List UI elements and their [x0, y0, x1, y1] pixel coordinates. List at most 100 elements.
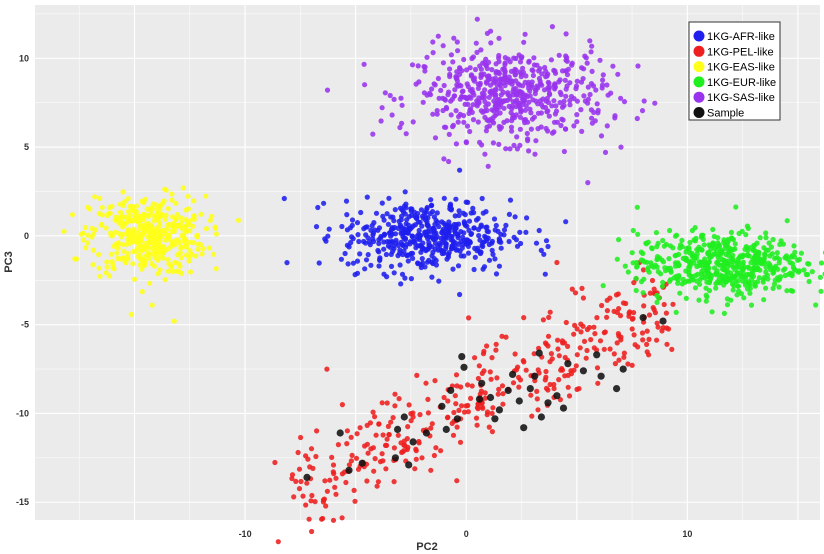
1kg-pel-like-point	[298, 434, 304, 441]
1kg-afr-like-point	[431, 236, 437, 242]
1kg-pel-like-point	[644, 328, 650, 334]
1kg-sas-like-point	[652, 100, 658, 106]
1kg-pel-like-point	[631, 332, 637, 338]
1kg-sas-like-point	[552, 82, 558, 88]
1kg-pel-like-point	[384, 400, 390, 406]
1kg-eas-like-point	[121, 248, 127, 254]
1kg-eur-like-point	[745, 252, 751, 259]
1kg-eas-like-point	[186, 258, 192, 264]
1kg-afr-like-point	[491, 216, 498, 222]
1kg-sas-like-point	[525, 79, 532, 85]
1kg-sas-like-point	[454, 39, 460, 45]
1kg-pel-like-point	[429, 421, 435, 427]
1kg-eur-like-point	[784, 288, 790, 294]
1kg-eur-like-point	[638, 249, 644, 255]
1kg-pel-like-point	[312, 499, 318, 505]
1kg-afr-like-point	[387, 229, 393, 235]
1kg-eas-like-point	[207, 217, 213, 224]
1kg-afr-like-point	[408, 276, 414, 282]
1kg-pel-like-point	[586, 324, 593, 331]
1kg-pel-like-point	[466, 315, 472, 321]
1kg-sas-like-point	[496, 70, 502, 77]
1kg-pel-like-point	[272, 459, 278, 466]
1kg-sas-like-point	[498, 76, 504, 82]
1kg-eas-like-point	[90, 247, 96, 253]
1kg-sas-like-point	[587, 38, 593, 44]
1kg-eur-like-point	[672, 233, 679, 239]
1kg-eur-like-point	[692, 238, 699, 244]
1kg-sas-like-point	[443, 124, 449, 130]
legend: 1KG-AFR-like 1KG-PEL-like 1KG-EAS-like 1KG-…	[688, 21, 781, 121]
1kg-eur-like-point	[676, 263, 682, 269]
1kg-afr-like-point	[406, 226, 412, 232]
1kg-pel-like-point	[374, 483, 380, 489]
1kg-afr-like-point	[363, 257, 370, 263]
1kg-pel-like-point	[479, 370, 485, 376]
1kg-pel-like-point	[488, 376, 494, 382]
1kg-eas-like-point	[178, 255, 184, 261]
1kg-eas-like-point	[83, 245, 89, 251]
1kg-sas-like-point	[527, 88, 533, 94]
1kg-eas-like-point	[186, 254, 192, 260]
1kg-pel-like-point	[661, 301, 667, 308]
1kg-eas-like-point	[203, 226, 210, 232]
1kg-afr-like-point	[342, 250, 348, 257]
1kg-eur-like-point	[715, 261, 721, 267]
1kg-afr-like-point	[426, 234, 432, 240]
1kg-afr-like-point	[545, 243, 551, 250]
1kg-pel-like-point	[324, 366, 330, 372]
1kg-sas-like-point	[593, 87, 599, 93]
1kg-afr-like-point	[461, 253, 467, 259]
1kg-eas-like-point	[138, 248, 144, 254]
1kg-pel-like-point	[500, 391, 506, 397]
1kg-afr-like-point	[462, 212, 468, 218]
1kg-pel-like-point	[385, 423, 391, 429]
1kg-afr-like-point	[466, 218, 473, 224]
axis-labels: -10 0 10 -15 -10 -5 0 5 10	[16, 53, 692, 539]
1kg-pel-like-point	[607, 346, 613, 352]
1kg-afr-like-point	[361, 238, 367, 245]
1kg-sas-like-point	[612, 115, 618, 121]
1kg-sas-like-point	[483, 79, 490, 85]
1kg-eur-like-point	[791, 266, 797, 272]
1kg-pel-like-point	[473, 415, 480, 421]
1kg-pel-like-point	[431, 452, 437, 459]
1kg-afr-like-point	[475, 245, 481, 251]
1kg-eur-like-point	[729, 236, 735, 242]
1kg-eur-like-point	[767, 263, 774, 270]
1kg-eur-like-point	[656, 295, 662, 301]
sample-point	[593, 351, 601, 359]
1kg-afr-like-point	[432, 221, 438, 227]
1kg-eur-like-point	[739, 254, 745, 260]
1kg-eur-like-point	[735, 283, 742, 289]
1kg-afr-like-point	[365, 252, 371, 258]
1kg-sas-like-point	[430, 39, 436, 45]
1kg-eas-like-point	[122, 214, 129, 220]
1kg-eur-like-point	[746, 272, 752, 278]
1kg-eur-like-point	[649, 245, 655, 251]
1kg-sas-like-point	[459, 89, 465, 95]
1kg-sas-like-point	[598, 133, 605, 139]
1kg-eas-like-point	[125, 196, 131, 202]
legend-label-1kg-afr-like: 1KG-AFR-like	[707, 31, 775, 43]
1kg-sas-like-point	[484, 30, 490, 36]
legend-marker-1kg-eur-like	[693, 76, 705, 88]
sample-point	[303, 473, 311, 481]
1kg-sas-like-point	[474, 49, 480, 56]
1kg-sas-like-point	[435, 75, 441, 82]
1kg-sas-like-point	[508, 124, 515, 130]
1kg-afr-like-point	[364, 194, 370, 200]
1kg-eas-like-point	[120, 241, 126, 248]
1kg-afr-like-point	[376, 263, 382, 269]
1kg-pel-like-point	[496, 386, 502, 392]
1kg-afr-like-point	[463, 239, 469, 245]
1kg-afr-like-point	[483, 224, 489, 230]
1kg-sas-like-point	[478, 47, 484, 53]
1kg-eas-like-point	[156, 255, 162, 261]
1kg-eas-like-point	[164, 226, 170, 232]
1kg-pel-like-point	[454, 424, 460, 430]
1kg-afr-like-point	[457, 167, 463, 173]
1kg-eur-like-point	[755, 256, 762, 262]
1kg-pel-like-point	[348, 434, 354, 440]
legend-label-1kg-eas-like: 1KG-EAS-like	[707, 62, 775, 74]
